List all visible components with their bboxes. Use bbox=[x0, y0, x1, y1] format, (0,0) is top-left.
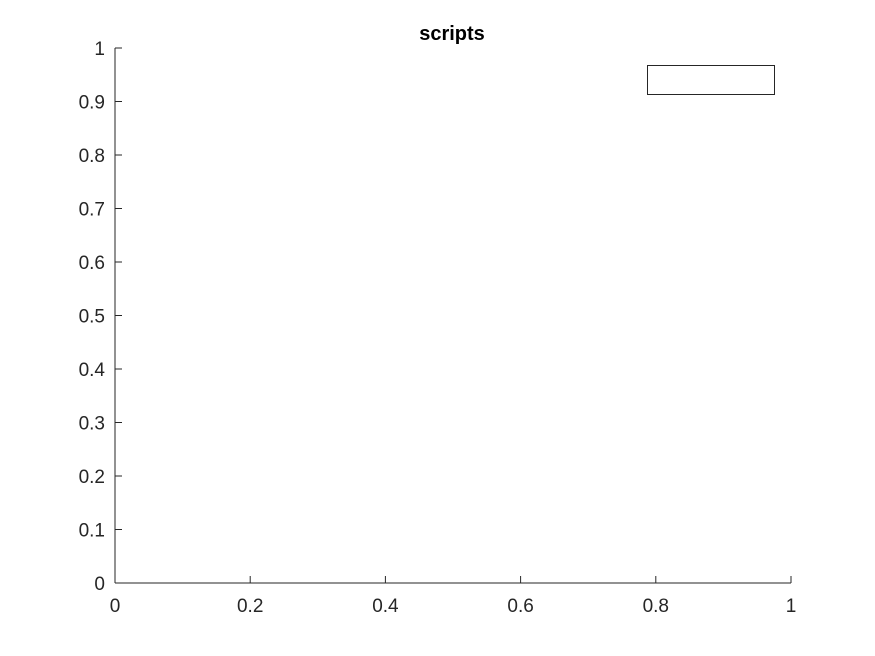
x-tick-label: 1 bbox=[786, 596, 797, 617]
y-tick-label: 0.7 bbox=[79, 200, 105, 221]
y-tick-label: 0.4 bbox=[79, 360, 106, 381]
y-tick-label: 0.9 bbox=[79, 93, 105, 114]
x-ticks: 0 0.2 0.4 0.6 0.8 1 bbox=[110, 576, 797, 617]
x-tick-label: 0.6 bbox=[507, 596, 533, 617]
x-tick-label: 0.2 bbox=[237, 596, 263, 617]
y-tick-label: 0.2 bbox=[79, 467, 105, 488]
y-tick-label: 0 bbox=[94, 574, 105, 595]
axes bbox=[114, 48, 791, 584]
y-ticks: 0 0.1 0.2 0.3 0.4 0.5 0.6 0.7 0.8 0.9 1 bbox=[79, 39, 122, 595]
y-tick-label: 1 bbox=[94, 39, 105, 60]
x-tick-label: 0 bbox=[110, 596, 121, 617]
legend-box bbox=[647, 65, 775, 95]
y-tick-label: 0.6 bbox=[79, 253, 105, 274]
chart-title: scripts bbox=[419, 23, 485, 45]
y-tick-label: 0.1 bbox=[79, 521, 105, 542]
y-tick-label: 0.8 bbox=[79, 146, 105, 167]
x-tick-label: 0.8 bbox=[643, 596, 669, 617]
y-tick-label: 0.3 bbox=[79, 414, 105, 435]
x-tick-label: 0.4 bbox=[372, 596, 399, 617]
y-tick-label: 0.5 bbox=[79, 307, 105, 328]
